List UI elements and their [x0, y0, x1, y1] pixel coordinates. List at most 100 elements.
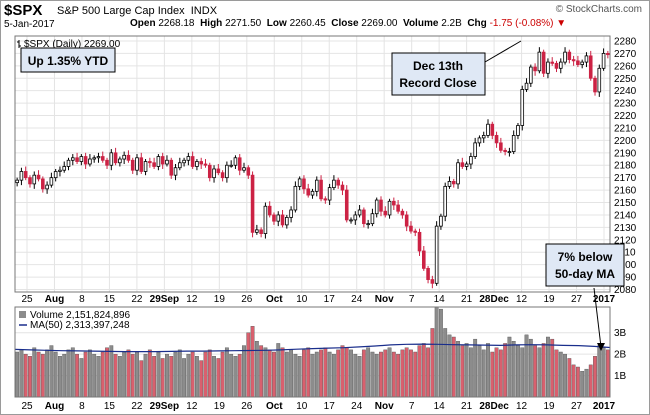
candlestick — [113, 147, 118, 166]
candlestick — [28, 175, 32, 188]
candlestick — [469, 152, 473, 169]
volume-bar — [567, 358, 572, 398]
volume-bar — [203, 351, 208, 398]
date-tick-label: 17 — [324, 294, 336, 305]
candlestick — [537, 47, 542, 74]
candlestick — [520, 85, 525, 131]
date-tick-label: 7 — [409, 294, 415, 305]
candlestick — [601, 48, 606, 71]
candle-body — [541, 51, 546, 74]
volume-value: 2.2B — [441, 18, 462, 29]
candlestick — [409, 221, 413, 234]
candlestick — [135, 154, 139, 176]
candlestick — [490, 121, 495, 140]
candlestick — [139, 152, 144, 174]
high-label: High — [200, 18, 223, 29]
volume-bar — [195, 356, 199, 398]
volume-bar — [36, 351, 41, 398]
candle-body — [490, 123, 495, 136]
date-tick-label: 19 — [214, 401, 226, 412]
candle-body — [289, 209, 293, 218]
candle-body — [259, 229, 263, 234]
candlestick — [160, 152, 165, 169]
candlestick — [212, 165, 216, 183]
candle-body — [336, 179, 340, 186]
candlestick — [443, 182, 447, 222]
candle-body — [584, 55, 589, 63]
volume-bar — [45, 349, 50, 398]
candle-body — [105, 159, 109, 166]
volume-bar — [584, 368, 589, 398]
volume-bar — [370, 351, 375, 398]
candlestick — [567, 49, 572, 64]
date-tick-label: 14 — [434, 294, 446, 305]
date-tick-label: 10 — [296, 401, 308, 412]
volume-bar — [70, 347, 75, 398]
volume-bar — [361, 349, 366, 398]
candle-body — [370, 213, 375, 225]
volume-bar — [280, 347, 285, 398]
candle-body — [233, 157, 238, 166]
date-axis-ticks-bottom: 25 Aug 8 15 22 29Sep 12 19 26 Oct 10 17 24 Nov 7 14 21 28… — [21, 401, 615, 412]
price-legend: $SPX (Daily) 2269.00 — [17, 39, 121, 50]
candlestick — [374, 197, 379, 218]
candlestick — [571, 55, 576, 66]
price-tick-label: 2280 — [614, 36, 637, 47]
candlestick — [246, 165, 251, 179]
candlestick — [456, 159, 460, 189]
date-tick-label: 28Dec — [479, 401, 509, 412]
volume-bar — [23, 353, 28, 398]
chg-value: -1.75 (-0.08%) — [489, 18, 554, 29]
candlestick — [379, 196, 383, 217]
ytd-annotation-text: Up 1.35% YTD — [28, 54, 109, 68]
price-panel-border — [14, 35, 611, 293]
candlestick — [178, 157, 182, 171]
candlestick — [45, 181, 49, 194]
candlestick — [225, 161, 229, 183]
candle-body — [272, 214, 276, 222]
candlestick — [554, 60, 559, 73]
price-tick-label: 2240 — [614, 86, 637, 97]
volume-bar — [156, 351, 161, 398]
candlestick — [66, 157, 71, 171]
candlestick — [422, 246, 426, 271]
candle-body — [293, 185, 298, 211]
volume-bar — [66, 349, 71, 398]
candle-body — [516, 125, 520, 136]
date-tick-label: 12 — [186, 294, 198, 305]
candle-body — [392, 200, 396, 206]
candlestick — [349, 217, 353, 224]
candlestick — [233, 155, 238, 169]
candlestick — [182, 157, 186, 167]
candlestick — [109, 149, 114, 171]
date-tick-label: 8 — [79, 294, 85, 305]
volume-bar — [160, 358, 165, 398]
candle-body — [178, 162, 182, 169]
candlestick — [392, 197, 396, 210]
date-tick-label: 19 — [543, 401, 555, 412]
below-ma-line2: 50-day MA — [555, 267, 615, 281]
candle-body — [503, 149, 507, 152]
volume-bar — [516, 345, 520, 398]
candle-body — [451, 180, 456, 185]
candlestick — [340, 181, 345, 196]
candlestick — [499, 137, 503, 153]
date-tick-label: 2017 — [593, 401, 616, 412]
candlestick — [216, 164, 221, 176]
candle-body — [499, 142, 503, 151]
date-tick-label: 27 — [571, 294, 583, 305]
volume-bar — [421, 343, 426, 398]
candlestick — [169, 157, 174, 179]
date-tick-label: 2017 — [593, 294, 616, 305]
volume-tick-label: 3B — [614, 328, 627, 339]
volume-bar — [182, 358, 186, 398]
candle-body — [520, 89, 525, 126]
volume-bar — [400, 349, 405, 398]
volume-bar — [126, 349, 131, 398]
volume-bar — [558, 351, 563, 398]
date-tick-label: 15 — [104, 401, 116, 412]
date-tick-label: Nov — [375, 294, 394, 305]
volume-bar — [374, 353, 379, 398]
candle-body — [165, 159, 169, 165]
candle-body — [160, 156, 165, 165]
